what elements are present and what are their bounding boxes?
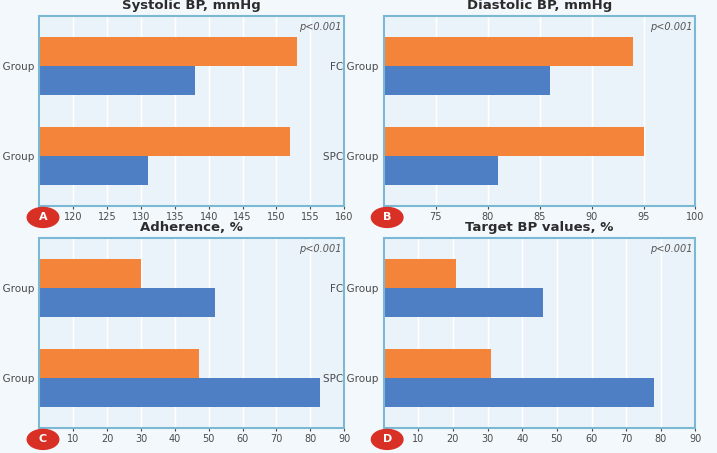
Bar xyxy=(39,37,297,66)
Bar xyxy=(39,16,344,206)
Bar xyxy=(384,378,654,407)
Bar xyxy=(384,349,491,378)
Bar xyxy=(39,259,141,288)
Bar xyxy=(384,259,456,288)
Bar xyxy=(39,156,148,185)
Bar xyxy=(384,37,633,66)
Bar xyxy=(39,288,216,317)
Bar xyxy=(384,288,543,317)
Bar xyxy=(384,238,695,428)
Legend: Baseline, Follow-up: Baseline, Follow-up xyxy=(474,245,605,255)
Bar xyxy=(39,349,199,378)
Bar xyxy=(39,66,195,95)
Bar xyxy=(384,127,643,156)
Bar xyxy=(384,66,550,95)
Bar xyxy=(384,16,695,206)
Title: Adherence, %: Adherence, % xyxy=(141,221,243,234)
Text: C: C xyxy=(39,434,47,444)
Text: A: A xyxy=(39,212,47,222)
Title: Target BP values, %: Target BP values, % xyxy=(465,221,614,234)
Title: Systolic BP, mmHg: Systolic BP, mmHg xyxy=(123,0,261,12)
Title: Diastolic BP, mmHg: Diastolic BP, mmHg xyxy=(467,0,612,12)
Bar xyxy=(39,378,320,407)
Text: B: B xyxy=(383,212,391,222)
Text: p<0.001: p<0.001 xyxy=(298,244,341,254)
Text: p<0.001: p<0.001 xyxy=(650,244,693,254)
Bar xyxy=(39,127,290,156)
Text: p<0.001: p<0.001 xyxy=(298,22,341,32)
Bar xyxy=(384,156,498,185)
Legend: Baseline, Follow-up: Baseline, Follow-up xyxy=(126,245,257,255)
Text: D: D xyxy=(383,434,391,444)
Bar xyxy=(39,238,344,428)
Text: p<0.001: p<0.001 xyxy=(650,22,693,32)
